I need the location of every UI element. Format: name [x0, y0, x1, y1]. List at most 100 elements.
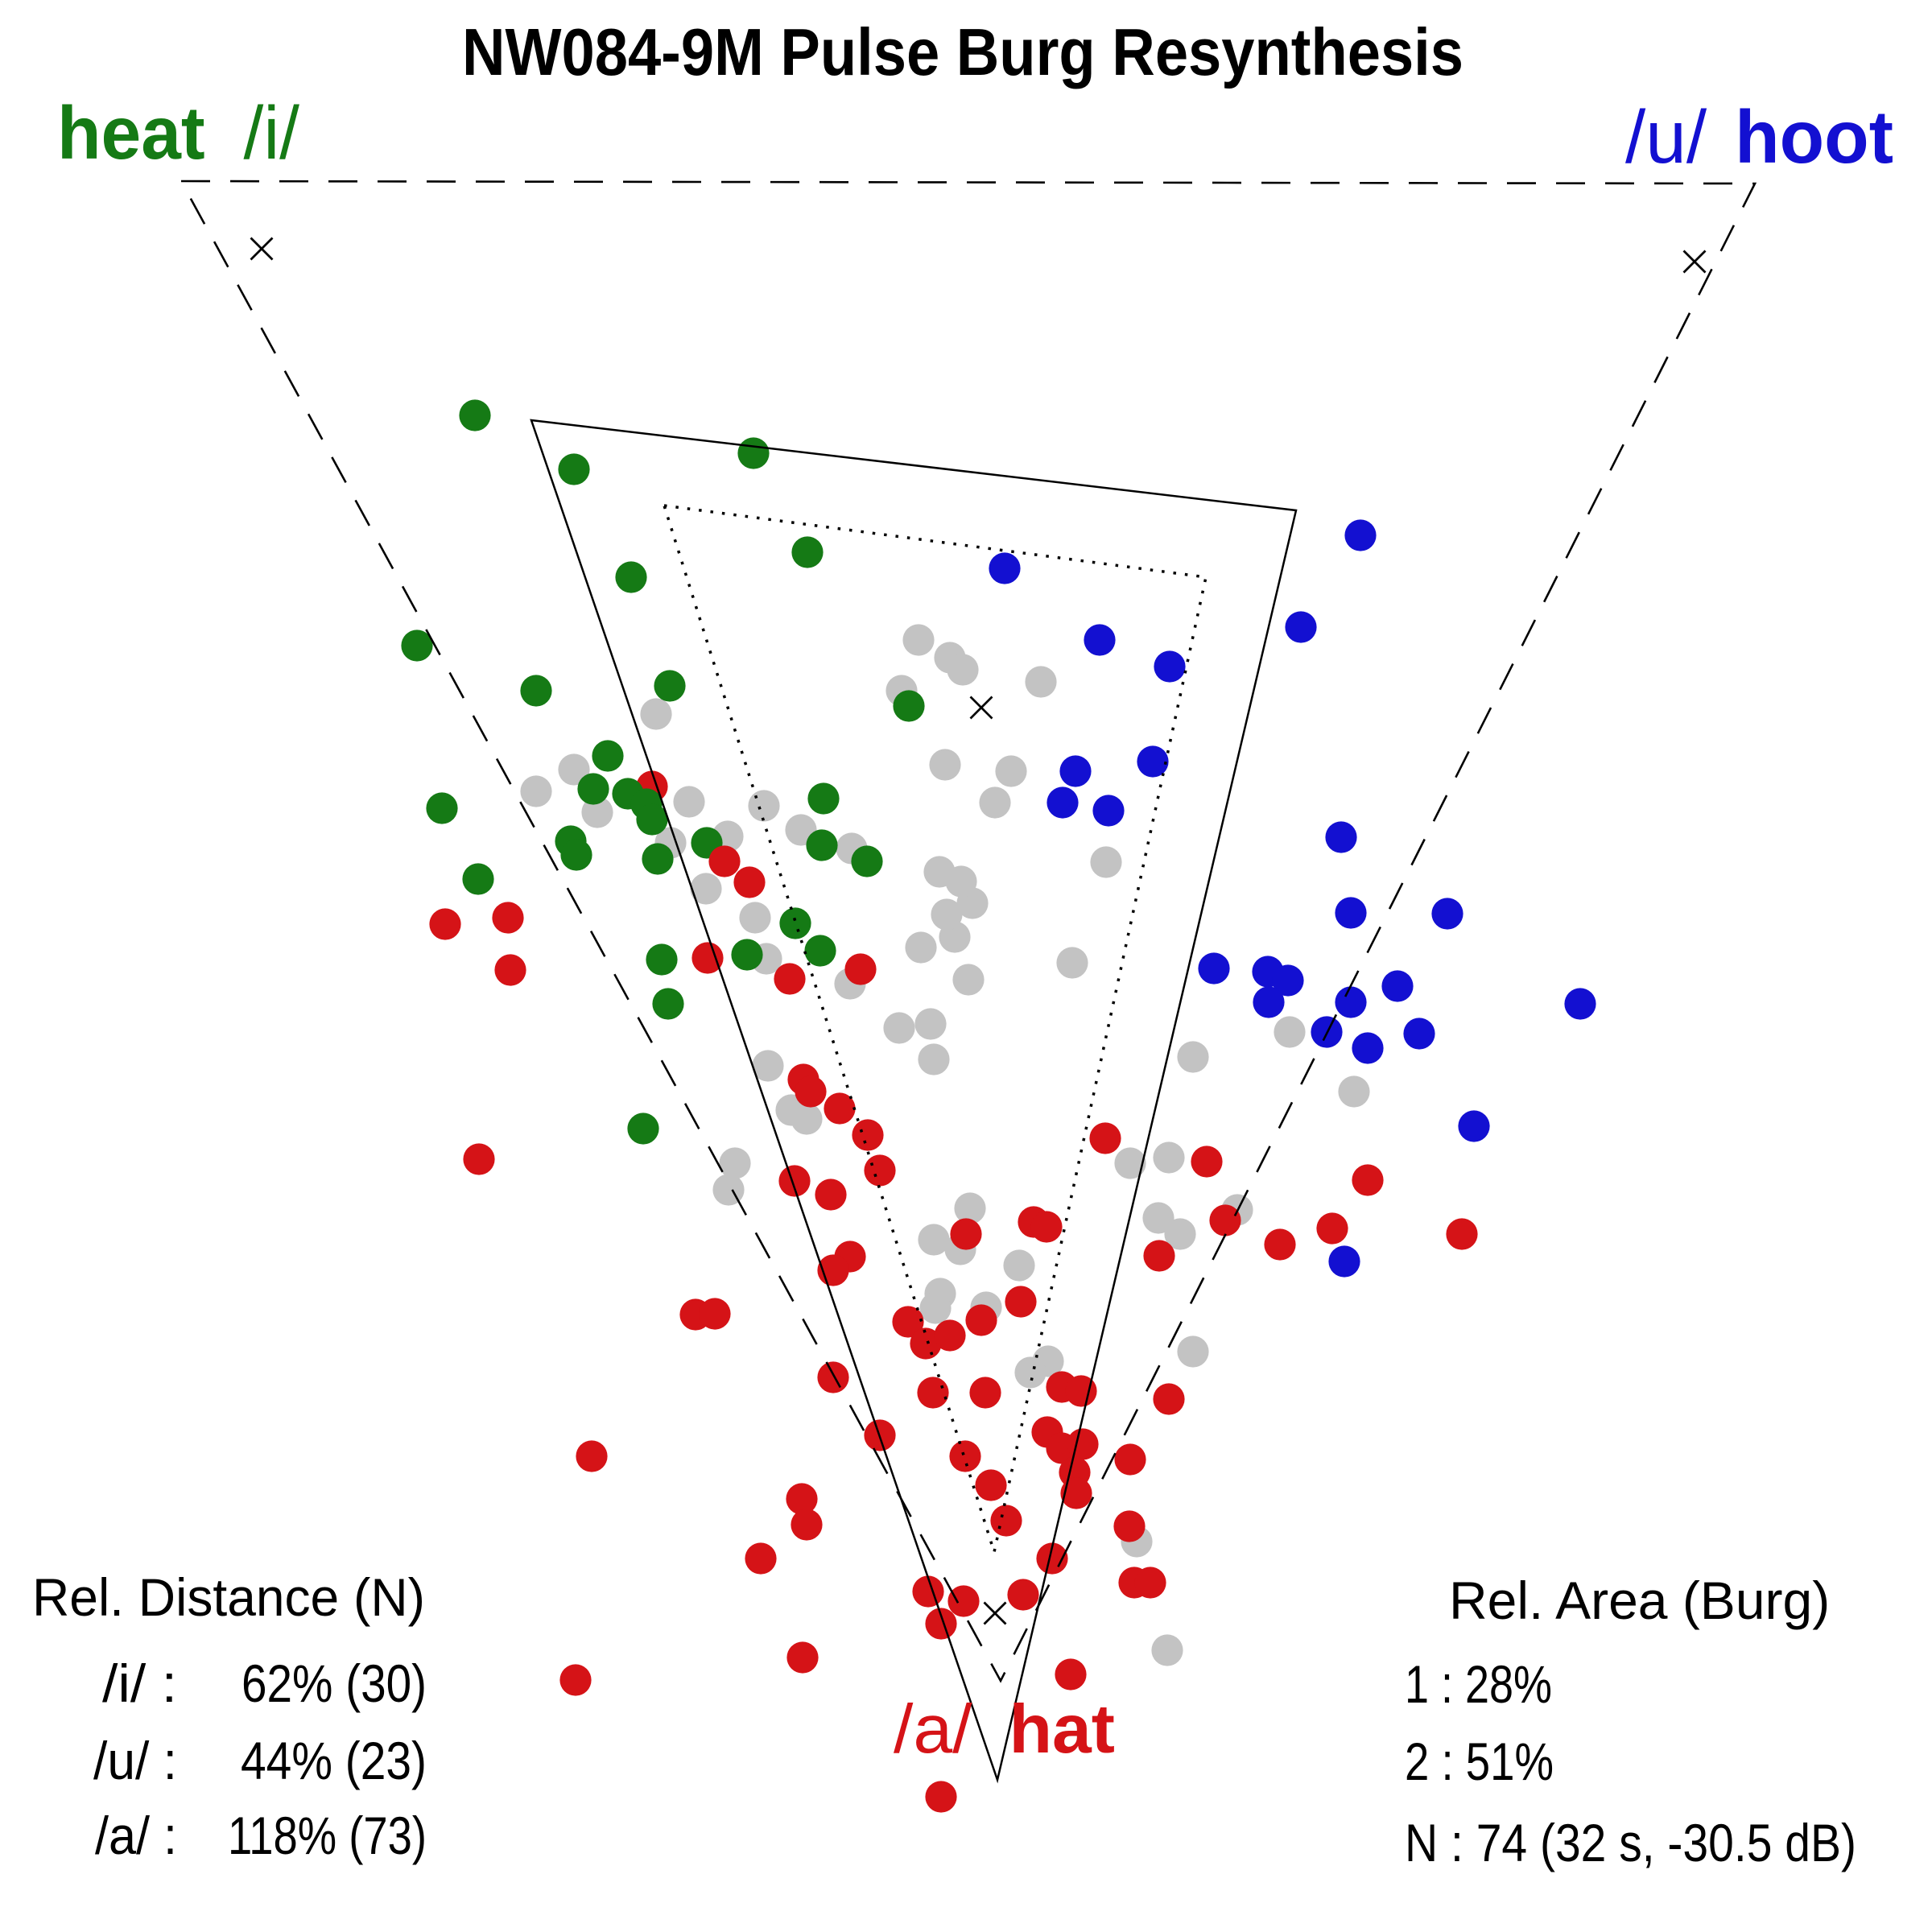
dot-a: [492, 902, 524, 934]
dot-u: [1154, 650, 1186, 683]
dot-i: [851, 845, 883, 877]
label-i-ipa: /i/: [224, 91, 299, 175]
dot-a: [910, 1327, 942, 1360]
dot-u: [1335, 986, 1367, 1018]
stats-left-block: Rel. Distance (N) /i/ : 62% (30) /u/ : 44% …: [32, 1567, 427, 1865]
triangle-lines-layer: [179, 180, 1757, 1784]
dot-resynthesis: [1114, 1147, 1146, 1179]
dot-resynthesis: [1056, 947, 1088, 979]
x-mark: [250, 237, 274, 261]
dot-a: [949, 1440, 981, 1472]
dot-u: [1084, 624, 1116, 656]
dot-i: [401, 630, 433, 662]
dot-resynthesis: [947, 654, 979, 686]
dot-u: [1059, 755, 1092, 787]
dot-resynthesis: [712, 1174, 745, 1206]
dot-i: [615, 561, 647, 593]
dot-i: [652, 988, 684, 1020]
triangle-measured-solid: [530, 419, 1298, 1784]
dot-i: [642, 843, 674, 875]
dot-resynthesis: [558, 753, 590, 786]
dot-resynthesis: [929, 749, 961, 781]
stats-left-row-label: /a/ :: [95, 1806, 177, 1865]
dot-i: [592, 740, 624, 772]
dot-resynthesis: [1014, 1356, 1046, 1389]
dot-u: [1046, 786, 1079, 819]
dot-u: [1344, 519, 1377, 551]
dot-a: [774, 963, 806, 995]
label-hoot-word: hoot: [1735, 95, 1893, 179]
dot-i: [737, 437, 770, 469]
label-a-hat: /a/ hat: [894, 1691, 1115, 1768]
dot-a: [1067, 1428, 1099, 1460]
dot-a: [1209, 1204, 1241, 1236]
dot-resynthesis: [919, 1292, 952, 1324]
dot-a: [1191, 1146, 1223, 1178]
dot-resynthesis: [739, 902, 771, 934]
dot-resynthesis: [918, 1224, 950, 1256]
dot-a: [947, 1585, 980, 1617]
dot-a: [708, 845, 741, 877]
dot-resynthesis: [1090, 846, 1122, 878]
dot-i: [646, 943, 678, 976]
dot-a: [745, 1542, 777, 1575]
dot-i: [426, 792, 458, 824]
dot-a: [917, 1377, 949, 1409]
dot-a: [1089, 1122, 1121, 1154]
dot-i: [731, 939, 763, 971]
stats-left-row-value: 62% (30): [242, 1653, 427, 1713]
dot-a: [786, 1641, 819, 1674]
dot-resynthesis: [748, 790, 780, 822]
dots-layer: [401, 399, 1596, 1813]
dot-a: [733, 866, 766, 898]
dot-resynthesis: [1151, 1634, 1183, 1666]
stats-left-row-value: 118% (73): [228, 1806, 427, 1865]
dot-resynthesis: [791, 1103, 823, 1135]
dot-i: [459, 399, 491, 431]
dot-resynthesis: [1142, 1202, 1174, 1234]
x-mark: [983, 1601, 1007, 1625]
dot-a: [1143, 1240, 1175, 1272]
dot-resynthesis: [883, 1012, 915, 1044]
dot-resynthesis: [918, 1043, 950, 1075]
dot-u: [1137, 745, 1169, 778]
dot-a: [844, 953, 877, 985]
dot-u: [1381, 970, 1414, 1002]
dot-a: [1060, 1477, 1092, 1509]
dot-u: [1403, 1018, 1435, 1050]
dot-resynthesis: [1177, 1335, 1209, 1368]
dot-i: [560, 839, 592, 871]
dot-resynthesis: [914, 1008, 947, 1040]
dot-a: [778, 1165, 811, 1197]
stats-left-heading: Rel. Distance (N): [32, 1567, 425, 1627]
dot-a: [1446, 1218, 1478, 1250]
dot-u: [1352, 1032, 1384, 1064]
dot-a: [1007, 1579, 1039, 1611]
label-a-ipa: /a/: [894, 1691, 992, 1768]
stats-left-row-label: /u/ :: [93, 1731, 177, 1790]
dot-u: [1272, 964, 1304, 997]
dot-a: [950, 1218, 982, 1250]
label-u-hoot: /u/ hoot: [1625, 95, 1893, 179]
dot-a: [1113, 1510, 1146, 1542]
dot-resynthesis: [931, 898, 963, 931]
dot-a: [852, 1119, 884, 1151]
dot-a: [1065, 1375, 1097, 1407]
dot-a: [1005, 1286, 1037, 1318]
dot-a: [1055, 1658, 1087, 1690]
dot-resynthesis: [902, 624, 935, 656]
dot-a: [864, 1154, 896, 1187]
label-heat-word: heat: [57, 91, 205, 175]
x-marks-layer: [250, 237, 1707, 1625]
dot-resynthesis: [673, 786, 705, 818]
dot-a: [824, 1092, 856, 1125]
stats-right-heading: Rel. Area (Burg): [1449, 1571, 1830, 1630]
dot-i: [558, 453, 590, 485]
dot-i: [893, 690, 925, 722]
dot-a: [969, 1377, 1001, 1409]
dot-i: [577, 773, 609, 805]
dot-u: [1253, 986, 1285, 1018]
dot-a: [817, 1361, 849, 1393]
x-mark: [1682, 250, 1707, 274]
dot-a: [1134, 1567, 1166, 1599]
